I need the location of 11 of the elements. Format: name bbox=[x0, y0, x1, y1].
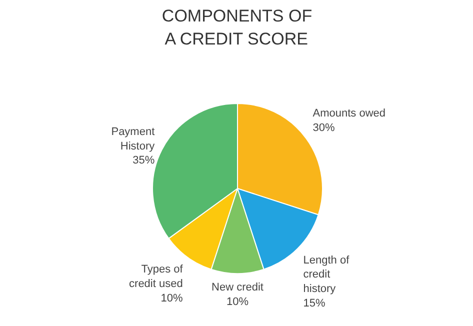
chart-title: COMPONENTS OF A CREDIT SCORE bbox=[162, 6, 312, 48]
slice-label: New credit bbox=[212, 282, 264, 294]
data-label: 35% bbox=[132, 154, 155, 167]
slice-label: Length of credit history bbox=[303, 254, 350, 296]
data-label: 10% bbox=[226, 296, 249, 308]
data-label: 15% bbox=[303, 297, 326, 310]
slice-label: Payment History bbox=[111, 126, 156, 152]
slice-label: Amounts owed bbox=[312, 107, 386, 120]
data-label: 30% bbox=[312, 122, 335, 134]
slice-label: Types of credit used bbox=[129, 264, 184, 290]
data-label: 10% bbox=[160, 292, 184, 305]
